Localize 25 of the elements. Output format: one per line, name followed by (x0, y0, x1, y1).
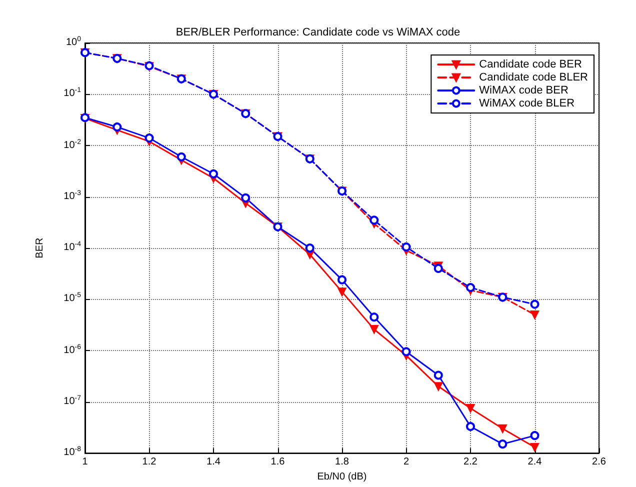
y-tick-label: 10$^{-5}$ (64, 292, 81, 306)
x-tick-label: 1.6 (270, 456, 286, 468)
y-tick-label: 10$^{-8}$ (64, 446, 81, 460)
x-tick-label: 2.2 (464, 456, 478, 468)
y-tick-label: 10$^{-2}$ (64, 138, 81, 153)
x-tick-label: 1.8 (335, 456, 350, 468)
x-tick-label: 2.4 (528, 456, 542, 468)
legend-label: WiMAX code BER (479, 84, 568, 96)
chart-title: BER/BLER Performance: Candidate code vs WiMAX code (176, 26, 460, 38)
y-tick-label: 10$^{-3}$ (64, 190, 81, 204)
x-tick-label: 1.4 (206, 456, 221, 468)
x-tick-label: 1.2 (142, 456, 157, 468)
legend-label: Candidate code BER (479, 58, 582, 70)
y-tick-label: 10$^{-4}$ (64, 241, 81, 256)
legend-label: Candidate code BLER (479, 72, 588, 84)
y-axis-title: BER (34, 238, 46, 258)
y-tick-label: 10$^{-1}$ (64, 87, 81, 102)
y-tick-label: 10$^{0}$ (66, 36, 81, 50)
legend-label: WiMAX code BLER (479, 98, 575, 110)
x-tick-label: 1 (82, 456, 88, 468)
y-tick-label: 10$^{-6}$ (64, 344, 81, 358)
x-tick-label: 2.6 (592, 456, 606, 468)
x-tick-label: 2 (403, 456, 410, 468)
x-axis-title: Eb/N0 (dB) (317, 472, 367, 482)
y-tick-label: 10$^{-7}$ (64, 394, 81, 409)
